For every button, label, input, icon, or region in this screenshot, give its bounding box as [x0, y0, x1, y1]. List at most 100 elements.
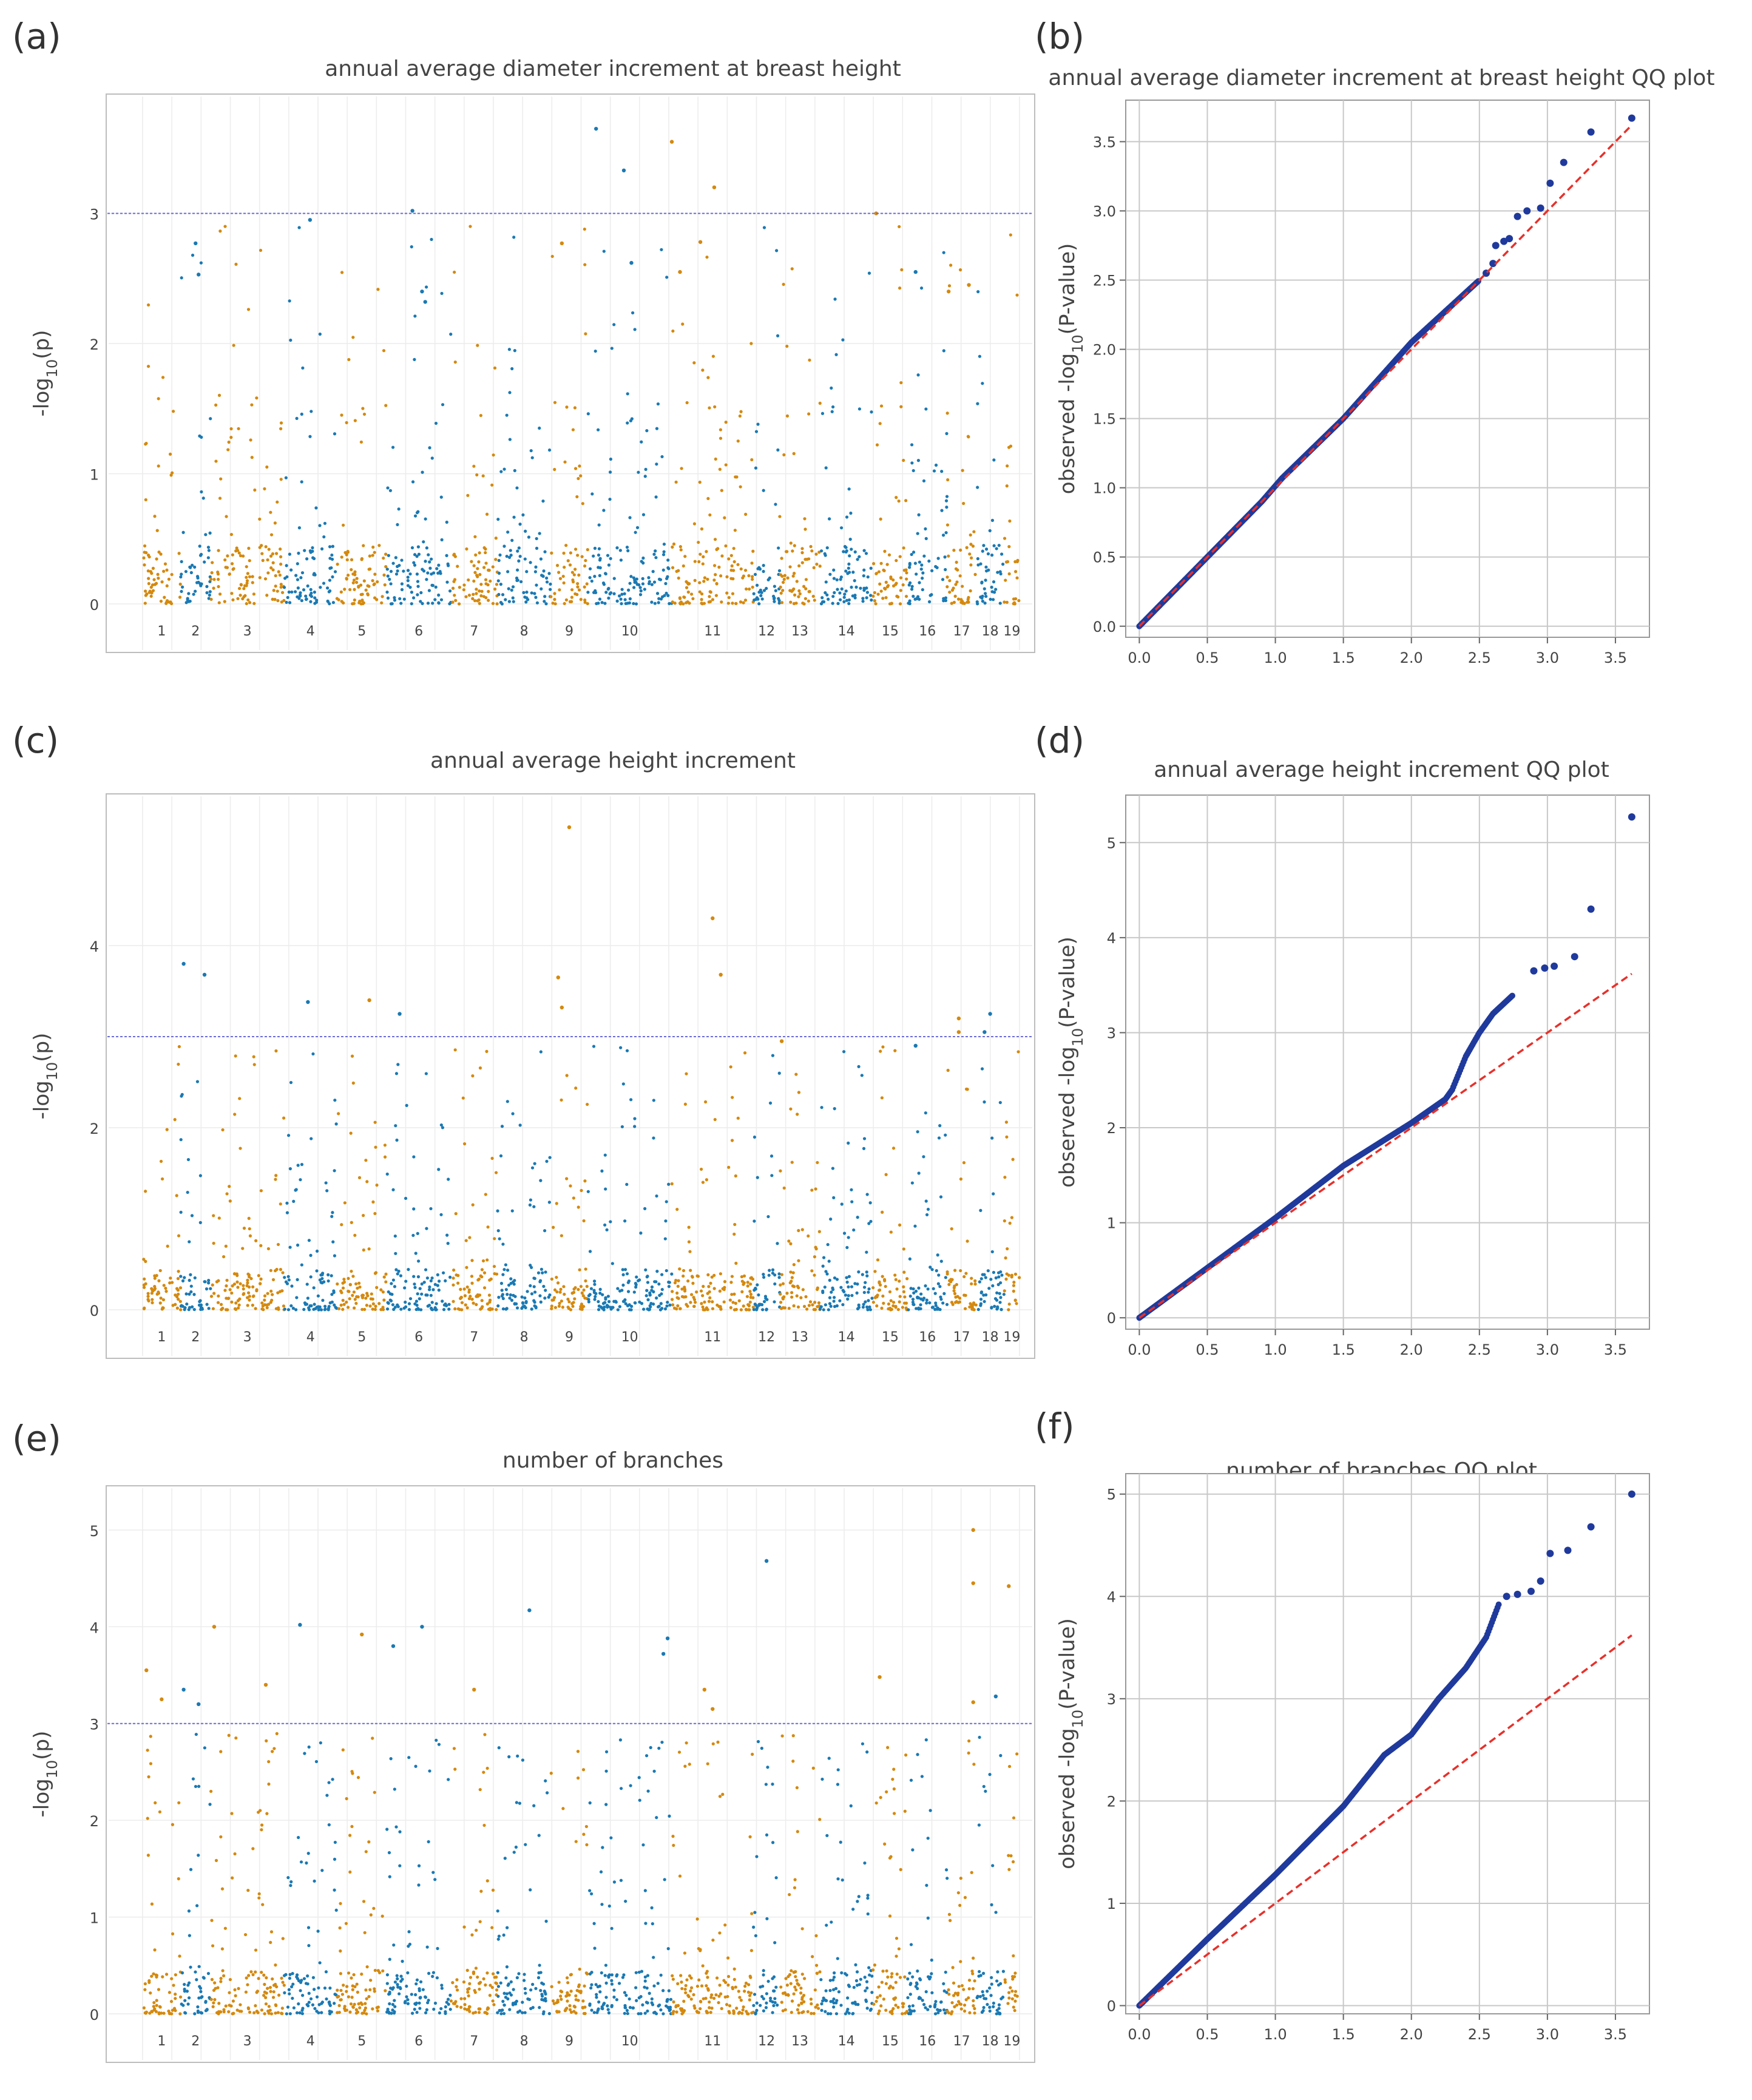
snp-point — [847, 562, 851, 566]
qq-point — [1551, 962, 1558, 970]
snp-point — [748, 1835, 752, 1838]
snp-point — [289, 338, 293, 342]
snp-point — [496, 1304, 500, 1308]
snp-point — [577, 1287, 580, 1292]
snp-point — [715, 1303, 719, 1307]
snp-point — [732, 1232, 736, 1236]
snp-point — [980, 596, 984, 600]
snp-point — [779, 1283, 782, 1287]
snp-point — [517, 546, 521, 550]
snp-point — [882, 1301, 885, 1305]
snp-point — [685, 586, 689, 589]
snp-point — [336, 1988, 339, 1992]
snp-point — [550, 1985, 553, 1988]
snp-point — [945, 412, 949, 415]
snp-point — [745, 1295, 749, 1298]
snp-point — [938, 1285, 942, 1289]
snp-point — [307, 1308, 311, 1312]
snp-point — [685, 401, 689, 405]
snp-point — [271, 1996, 276, 1999]
snp-point — [418, 1297, 421, 1301]
snp-point — [676, 1304, 680, 1308]
snp-point — [693, 2007, 697, 2010]
snp-point — [600, 601, 604, 605]
snp-point — [575, 495, 579, 499]
snp-point — [743, 598, 748, 602]
snp-point — [569, 2010, 573, 2014]
snp-point — [265, 1303, 269, 1307]
snp-point — [583, 227, 586, 231]
snp-point — [762, 564, 765, 567]
snp-point — [454, 598, 458, 602]
snp-point — [556, 1281, 560, 1285]
snp-point — [289, 1304, 293, 1308]
snp-point — [485, 1302, 489, 1306]
snp-point — [325, 586, 330, 590]
snp-point — [547, 572, 551, 575]
snp-point — [702, 555, 705, 558]
snp-point — [211, 1283, 214, 1287]
snp-point — [734, 1307, 738, 1312]
snp-point — [814, 552, 818, 556]
snp-point — [781, 589, 785, 592]
snp-point — [496, 1229, 500, 1233]
snp-point — [993, 1304, 996, 1308]
snp-point — [143, 601, 147, 605]
snp-point — [962, 501, 966, 506]
snp-point — [385, 1307, 390, 1311]
snp-point — [508, 1296, 512, 1300]
snp-point — [419, 600, 422, 603]
snp-point — [355, 577, 359, 580]
snp-point — [604, 1187, 607, 1191]
snp-point — [762, 1997, 765, 2000]
snp-point — [855, 1291, 859, 1295]
y-tick-label: 4 — [1107, 930, 1116, 947]
snp-point — [688, 1763, 691, 1766]
snp-point — [393, 596, 396, 600]
snp-point — [954, 567, 958, 571]
snp-point — [207, 1279, 211, 1282]
snp-point — [317, 1986, 320, 1990]
snp-point — [748, 587, 751, 591]
snp-point — [685, 1978, 689, 1982]
y-tick-label: 3.0 — [1093, 203, 1116, 220]
snp-point — [166, 1244, 169, 1248]
x-tick-label: 0.0 — [1128, 649, 1151, 666]
snp-point — [634, 1285, 638, 1289]
snp-point — [856, 1307, 860, 1310]
snp-point — [800, 1228, 804, 1231]
snp-point — [688, 601, 691, 605]
snp-point — [326, 1279, 330, 1283]
snp-point — [667, 567, 671, 571]
snp-point — [142, 556, 146, 560]
snp-point — [984, 594, 988, 598]
snp-point — [825, 1272, 829, 1276]
snp-point — [362, 579, 366, 583]
snp-point — [773, 1273, 777, 1277]
snp-point — [146, 303, 151, 307]
snp-point — [288, 1976, 292, 1980]
snp-point — [543, 1296, 547, 1300]
snp-point — [700, 601, 703, 605]
snp-point — [775, 249, 779, 252]
snp-point — [579, 598, 583, 601]
snp-point — [715, 581, 719, 586]
snp-point — [874, 572, 878, 575]
snp-point — [289, 1880, 293, 1884]
snp-point — [362, 1900, 366, 1903]
snp-point — [588, 2002, 592, 2006]
snp-point — [828, 517, 831, 521]
snp-point — [274, 1174, 278, 1177]
snp-point — [850, 585, 853, 589]
snp-point — [294, 1188, 297, 1192]
y-tick-label: 5 — [90, 1523, 99, 1540]
snp-point — [898, 602, 902, 606]
snp-point — [467, 1297, 472, 1301]
snp-point — [924, 537, 928, 540]
snp-point — [220, 1887, 225, 1891]
snp-point — [414, 1299, 419, 1303]
snp-point — [352, 578, 356, 582]
snp-point — [521, 2000, 524, 2004]
snp-point — [358, 600, 362, 603]
snp-point — [170, 572, 174, 577]
